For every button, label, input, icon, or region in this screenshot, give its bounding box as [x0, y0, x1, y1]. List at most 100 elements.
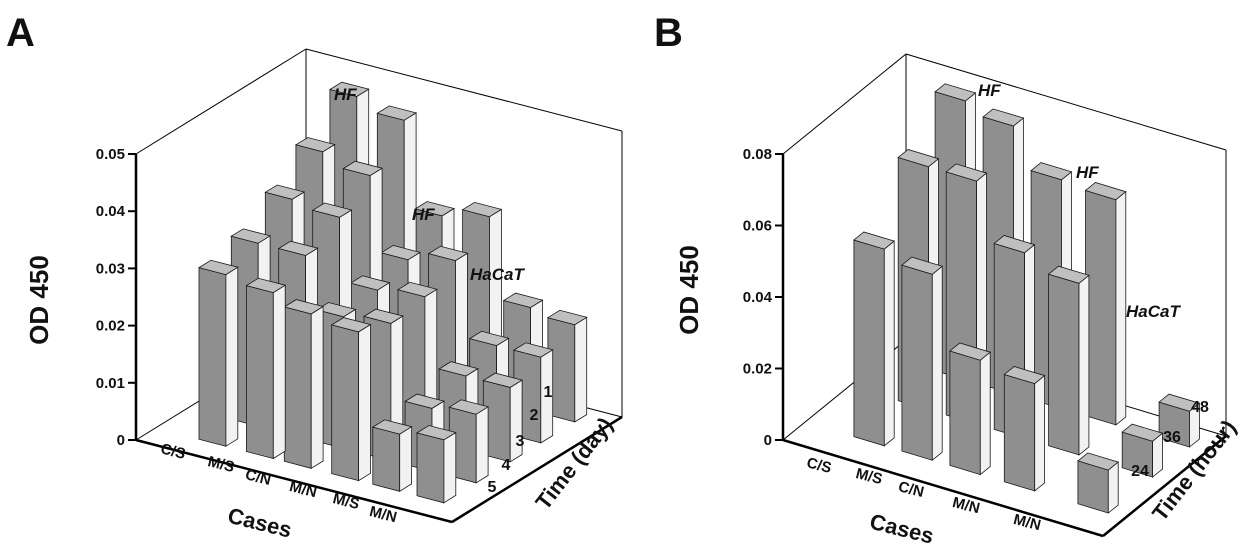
bar	[1003, 366, 1046, 492]
chart-panel-b: B 0 0.02 0.04 0.06 0.08 C/S M/S C/N M/N M/N 48 36 24 H…	[654, 11, 1241, 549]
bar-top-face	[468, 330, 510, 347]
bar-top-face	[294, 137, 336, 153]
bar-side-face	[443, 431, 457, 504]
x-axis-line	[135, 438, 453, 524]
bar-top-face	[853, 231, 896, 250]
bar-top-face	[197, 259, 239, 276]
bar-top-face	[427, 245, 469, 262]
bar-front-face	[283, 306, 312, 469]
bars	[197, 81, 588, 504]
bar-top-face	[415, 425, 457, 441]
back-edge	[782, 53, 907, 155]
bar-top-face	[380, 244, 422, 261]
bar-top-face	[482, 372, 524, 388]
bar-side-face	[1115, 190, 1127, 426]
x-tick-label: M/S	[206, 453, 236, 476]
bar-front-face	[1048, 273, 1080, 456]
x-tick-label: M/N	[1012, 511, 1043, 534]
bar-side-face	[574, 316, 588, 423]
bar-top-face	[230, 228, 272, 244]
bar-top-face	[245, 277, 287, 294]
bar-top-face	[283, 299, 325, 315]
group-label: HaCaT	[470, 265, 525, 284]
bar	[415, 425, 457, 504]
x-tick-label: C/N	[896, 478, 925, 501]
bar	[283, 299, 325, 470]
bar-top-face	[438, 361, 479, 377]
bar-side-face	[225, 266, 239, 447]
bar-top-face	[396, 281, 438, 298]
y-tick-label: 0.01	[96, 375, 125, 392]
y-tick-label: 0	[117, 432, 125, 449]
y-tick-label: 0.04	[743, 289, 773, 306]
bar-top-face	[546, 309, 588, 326]
y-tick-label: 0.02	[96, 318, 125, 335]
chart-panel-a: A 0 0.01 0.02 0.03 0.04 0.05 C/S M/S C/N M/N M/S M/N…	[6, 11, 623, 543]
x-tick-label: M/S	[854, 465, 884, 488]
bar-top-face	[1084, 182, 1127, 201]
bar-side-face	[358, 323, 371, 482]
bar-side-face	[1034, 374, 1045, 492]
axes	[134, 154, 623, 524]
bar-top-face	[461, 201, 503, 218]
bar-front-face	[949, 350, 981, 476]
bar-top-face	[901, 256, 944, 275]
x-tick-label: M/N	[368, 503, 399, 526]
y-tick-label: 0.05	[96, 146, 125, 163]
x-tick-label: M/S	[331, 490, 361, 513]
bar-top-face	[949, 342, 992, 361]
bar	[1077, 452, 1120, 514]
bar-top-face	[362, 308, 404, 324]
bar-side-face	[475, 406, 489, 484]
bar	[448, 399, 490, 484]
z-axis-line	[451, 415, 623, 524]
bar-front-face	[245, 285, 274, 460]
bar-front-face	[901, 264, 933, 461]
bar-top-face	[371, 419, 413, 435]
bar-top-face	[315, 302, 357, 318]
y-tick-label: 0	[764, 432, 772, 449]
panel-letter: B	[654, 11, 683, 55]
bar-top-face	[1121, 423, 1164, 442]
bar	[949, 342, 992, 476]
bar-top-face	[934, 83, 977, 102]
y-axis-title: OD 450	[24, 255, 54, 345]
x-tick-label: C/N	[243, 466, 272, 489]
bar-top-face	[993, 235, 1036, 254]
bar-top-face	[982, 108, 1025, 127]
bar-top-face	[330, 317, 372, 333]
bar-front-face	[198, 267, 227, 447]
x-tick-label: M/N	[951, 494, 982, 517]
bar-top-face	[448, 399, 490, 415]
bar-top-face	[376, 105, 418, 121]
bar-top-face	[1158, 393, 1201, 412]
bar-side-face	[310, 305, 324, 470]
group-label: HaCaT	[1126, 302, 1181, 321]
bar	[197, 259, 239, 447]
back-edge	[905, 53, 1227, 151]
back-edge	[135, 48, 307, 155]
z-tick-label: 5	[488, 479, 497, 496]
z-tick-label: 1	[544, 384, 553, 401]
bar-top-face	[342, 160, 384, 176]
bar-top-face	[277, 240, 319, 256]
bar-front-face	[331, 324, 360, 482]
y-tick-label: 0.08	[743, 146, 772, 163]
panel-letter: A	[6, 11, 35, 55]
x-axis-title: Cases	[225, 503, 294, 543]
z-tick-label: 3	[516, 433, 525, 450]
x-tick-label: C/S	[159, 440, 187, 463]
x-axis-line	[782, 438, 1104, 538]
y-tick-label: 0.02	[743, 361, 772, 378]
bar-front-face	[416, 432, 445, 504]
bar	[330, 317, 372, 482]
bar-side-face	[931, 265, 943, 462]
group-label: HF	[978, 81, 1001, 100]
bar-front-face	[1003, 373, 1036, 492]
z-tick-label: 2	[530, 407, 539, 424]
z-tick-label: 36	[1163, 429, 1181, 446]
bar-side-face	[399, 425, 413, 493]
bar-top-face	[414, 201, 456, 217]
bar-top-face	[328, 81, 370, 97]
